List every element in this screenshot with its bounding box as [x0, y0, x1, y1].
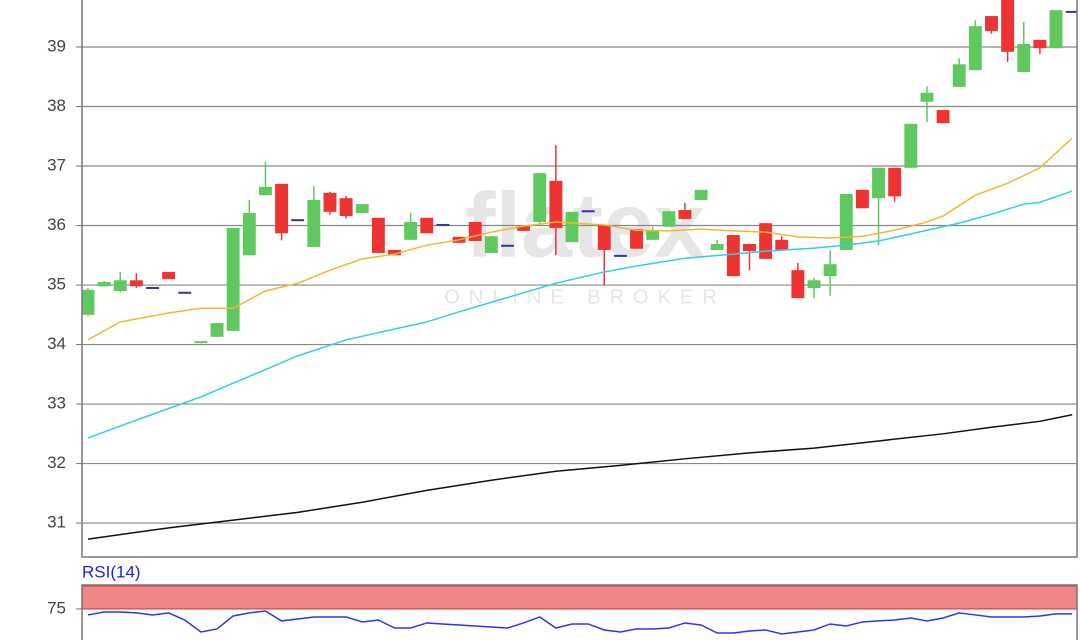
candle-body	[388, 249, 401, 256]
candle-body	[775, 239, 789, 250]
candle-body	[807, 280, 821, 289]
candle-body	[323, 192, 337, 212]
candle-body	[855, 189, 869, 209]
candle-body	[549, 180, 563, 228]
candle-body	[888, 167, 902, 197]
y-tick-label: 34	[47, 334, 66, 353]
rsi-line	[87, 610, 1073, 635]
candle-body	[791, 270, 805, 299]
candle-body	[484, 236, 498, 253]
candle-body	[710, 243, 724, 250]
y-tick-label: 35	[47, 275, 66, 294]
y-tick-label: 33	[47, 394, 66, 413]
candle-body	[985, 16, 998, 31]
rsi-title: RSI(14)	[82, 562, 141, 581]
moving-average	[87, 190, 1073, 439]
y-tick-label: 36	[47, 215, 66, 234]
y-tick-label: 38	[47, 96, 66, 115]
moving-average	[87, 414, 1073, 540]
candle-body	[565, 211, 579, 243]
y-tick-label: 75	[47, 598, 66, 617]
y-tick-label: 32	[47, 453, 66, 472]
watermark-subtitle: ONLINE BROKER	[444, 286, 725, 308]
candle-body	[952, 64, 966, 87]
candle-body	[726, 235, 740, 277]
candle-body	[936, 110, 950, 124]
candle-body	[420, 217, 434, 234]
y-tick-label: 39	[47, 36, 66, 55]
moving-average	[87, 137, 1073, 341]
candle-body	[662, 211, 676, 227]
candle-body	[129, 280, 143, 287]
candle-body	[517, 226, 531, 231]
candle-body	[597, 224, 611, 250]
candle-body	[533, 173, 547, 222]
rsi-plot	[82, 585, 1077, 635]
candle-body	[694, 189, 708, 200]
y-tick-label: 31	[47, 513, 66, 532]
candle-body	[355, 204, 369, 214]
candle-body	[194, 341, 208, 344]
candle-body	[872, 167, 886, 199]
candle-body	[1065, 10, 1077, 13]
candle-body	[162, 271, 176, 280]
candle-body	[839, 193, 853, 250]
candle-body	[339, 198, 353, 217]
candle-body	[823, 264, 837, 277]
candle-body	[210, 323, 224, 337]
candle-body	[242, 213, 256, 256]
overbought-band	[82, 585, 1077, 610]
candle-body	[613, 254, 627, 257]
candle-body	[113, 280, 127, 291]
candle-body	[1033, 39, 1047, 49]
candle-body	[258, 186, 272, 196]
candle-body	[307, 199, 321, 247]
candle-body	[501, 244, 514, 247]
candle-body	[678, 210, 692, 219]
y-tick-label: 37	[47, 156, 66, 175]
candle-body	[1017, 44, 1031, 73]
candle-body	[646, 230, 660, 240]
candle-body	[968, 26, 982, 71]
candle-body	[759, 223, 773, 259]
candle-body	[1001, 0, 1015, 52]
candle-body	[97, 282, 111, 287]
candle-body	[178, 291, 192, 294]
candle-body	[226, 227, 240, 331]
candle-body	[920, 92, 934, 102]
candle-body	[146, 287, 159, 290]
candle-body	[1049, 10, 1063, 49]
candle-body	[468, 221, 482, 242]
candle-body	[904, 123, 918, 168]
candle-body	[404, 221, 418, 240]
plot	[82, 0, 1077, 540]
candle-body	[743, 243, 756, 252]
candle-body	[371, 217, 385, 253]
rsi-frame	[81, 584, 1078, 640]
candle-body	[630, 229, 643, 249]
candle-body	[291, 219, 305, 222]
candle-body	[82, 289, 95, 315]
plot-frame	[81, 0, 1078, 558]
candle-body	[436, 223, 450, 226]
candle-body	[275, 183, 289, 234]
candle-body	[581, 210, 595, 213]
